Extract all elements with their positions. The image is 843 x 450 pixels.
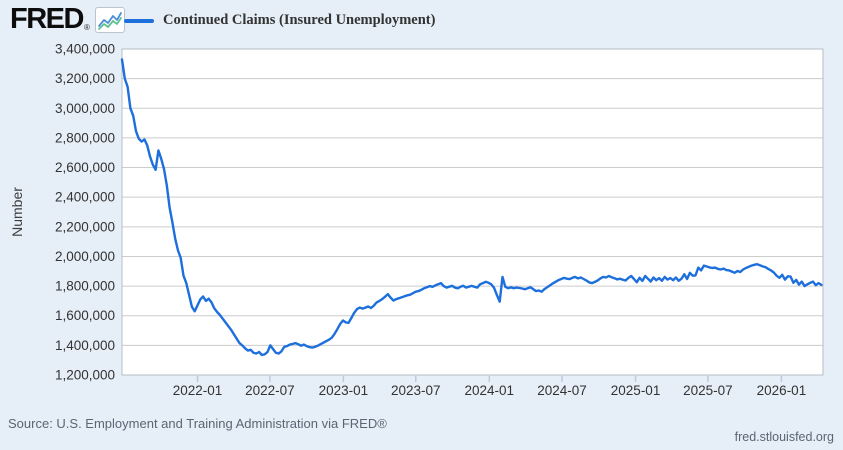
- y-tick-label: 2,200,000: [55, 219, 115, 234]
- y-tick-label: 1,400,000: [55, 338, 115, 353]
- y-tick-label: 3,000,000: [55, 101, 115, 116]
- source-text: Source: U.S. Employment and Training Adm…: [8, 416, 387, 431]
- x-tick-label: 2024-01: [465, 383, 515, 398]
- legend-series-label: Continued Claims (Insured Unemployment): [163, 12, 436, 28]
- line-chart-icon[interactable]: [94, 6, 125, 33]
- registered-trademark: ®: [83, 23, 90, 32]
- y-tick-label: 1,600,000: [55, 308, 115, 323]
- y-tick-label: 3,400,000: [55, 42, 115, 57]
- legend-line-swatch: [124, 18, 154, 23]
- y-tick-label: 2,800,000: [55, 130, 115, 145]
- x-tick-label: 2023-01: [319, 383, 369, 398]
- x-tick-label: 2022-07: [245, 383, 295, 398]
- x-tick-label: 2024-07: [537, 383, 587, 398]
- fred-site-link[interactable]: fred.stlouisfed.org: [734, 430, 834, 444]
- y-tick-label: 3,200,000: [55, 71, 115, 86]
- y-axis-title: Number: [9, 187, 25, 237]
- y-tick-label: 1,200,000: [55, 368, 115, 383]
- x-tick-label: 2022-01: [173, 383, 223, 398]
- fred-logo[interactable]: FRED ®: [10, 5, 125, 34]
- y-tick-label: 1,800,000: [55, 279, 115, 294]
- plot-area[interactable]: [122, 49, 823, 375]
- y-tick-label: 2,400,000: [55, 190, 115, 205]
- x-tick-label: 2025-07: [683, 383, 733, 398]
- y-tick-label: 2,000,000: [55, 249, 115, 264]
- x-tick-label: 2023-07: [391, 383, 441, 398]
- y-tick-label: 2,600,000: [55, 160, 115, 175]
- fred-logo-text[interactable]: FRED: [10, 3, 84, 35]
- x-tick-label: 2025-01: [611, 383, 661, 398]
- x-tick-label: 2026-01: [757, 383, 807, 398]
- legend: Continued Claims (Insured Unemployment): [124, 12, 435, 29]
- series-line: [120, 58, 823, 357]
- plot-border: [121, 48, 824, 376]
